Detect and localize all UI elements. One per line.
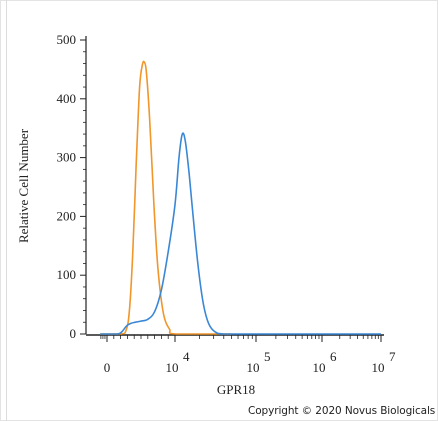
y-tick-label: 100 bbox=[57, 267, 77, 282]
left-border-rule bbox=[6, 0, 7, 421]
x-tick-label: 10 bbox=[247, 360, 260, 375]
x-tick-label: 10 bbox=[313, 360, 326, 375]
y-tick-label: 0 bbox=[70, 326, 77, 341]
copyright-text: Copyright © 2020 Novus Biologicals bbox=[248, 405, 436, 417]
x-tick-exponent: 5 bbox=[264, 349, 271, 364]
y-axis-label: Relative Cell Number bbox=[16, 128, 31, 243]
y-tick-label: 400 bbox=[57, 91, 77, 106]
y-tick-label: 200 bbox=[57, 208, 77, 223]
x-tick-label: 10 bbox=[372, 360, 385, 375]
y-tick-label: 500 bbox=[57, 32, 77, 47]
x-axis-label: GPR18 bbox=[217, 382, 255, 397]
series-line-orange bbox=[100, 60, 232, 335]
x-tick-exponent: 4 bbox=[183, 349, 190, 364]
x-tick-label: 0 bbox=[104, 360, 111, 375]
x-tick-exponent: 6 bbox=[330, 349, 337, 364]
x-tick-exponent: 7 bbox=[389, 349, 396, 364]
y-tick-label: 300 bbox=[57, 150, 77, 165]
series-line-blue bbox=[100, 132, 381, 335]
x-tick-label: 10 bbox=[166, 360, 179, 375]
